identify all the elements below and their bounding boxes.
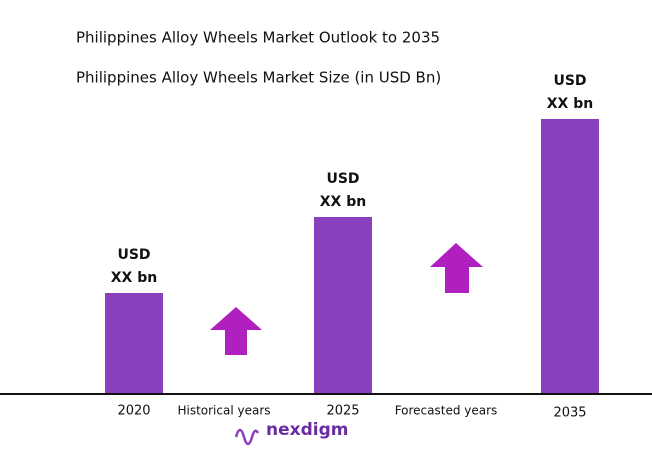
period-label: Historical years (177, 404, 270, 418)
bar (541, 119, 599, 393)
data-label: USD (117, 247, 150, 263)
bar (105, 293, 163, 393)
logo-mark (234, 428, 260, 446)
growth-arrow (430, 243, 483, 293)
x-tick-label: 2035 (553, 406, 586, 421)
chart-title: Philippines Alloy Wheels Market Outlook … (76, 29, 440, 47)
data-label: XX bn (547, 96, 593, 112)
data-label: USD (326, 171, 359, 187)
data-label: XX bn (111, 270, 157, 286)
chart-subtitle: Philippines Alloy Wheels Market Size (in… (76, 69, 441, 87)
data-label: USD (553, 73, 586, 89)
x-tick-label: 2020 (117, 404, 150, 419)
x-tick-label: 2025 (326, 404, 359, 419)
bar (314, 217, 372, 393)
period-label: Forecasted years (395, 404, 498, 418)
logo: nexdigm (266, 420, 348, 440)
data-label: XX bn (320, 194, 366, 210)
growth-arrow (210, 307, 262, 355)
